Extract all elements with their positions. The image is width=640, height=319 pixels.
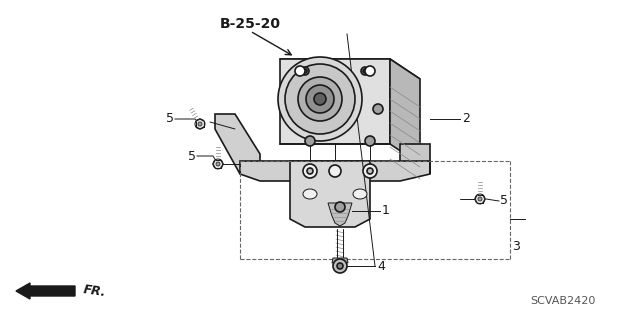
Text: SCVAB2420: SCVAB2420	[530, 296, 595, 306]
Text: 4: 4	[377, 259, 385, 272]
Polygon shape	[332, 258, 348, 263]
Polygon shape	[280, 59, 420, 79]
Circle shape	[198, 122, 202, 126]
Ellipse shape	[353, 189, 367, 199]
Text: 5: 5	[166, 113, 174, 125]
Circle shape	[478, 197, 482, 201]
Circle shape	[195, 119, 205, 129]
Circle shape	[301, 67, 309, 75]
Circle shape	[213, 159, 223, 169]
Text: FR.: FR.	[82, 283, 107, 299]
Circle shape	[307, 168, 313, 174]
Ellipse shape	[303, 189, 317, 199]
Circle shape	[365, 66, 375, 76]
Circle shape	[373, 104, 383, 114]
Circle shape	[363, 164, 377, 178]
FancyArrow shape	[16, 283, 75, 299]
Polygon shape	[215, 114, 260, 174]
Circle shape	[367, 168, 373, 174]
Polygon shape	[328, 203, 352, 226]
Circle shape	[335, 202, 345, 212]
Polygon shape	[290, 161, 370, 227]
Circle shape	[337, 263, 343, 269]
Circle shape	[363, 69, 367, 73]
Polygon shape	[390, 59, 420, 164]
Polygon shape	[400, 144, 430, 174]
Polygon shape	[240, 161, 430, 181]
Circle shape	[306, 85, 334, 113]
Circle shape	[298, 77, 342, 121]
Text: 5: 5	[500, 195, 508, 207]
Circle shape	[333, 259, 347, 273]
Text: 1: 1	[382, 204, 390, 218]
Circle shape	[216, 162, 220, 166]
Text: 2: 2	[462, 113, 470, 125]
Circle shape	[303, 164, 317, 178]
Circle shape	[278, 57, 362, 141]
Text: 5: 5	[188, 150, 196, 162]
Polygon shape	[280, 59, 390, 144]
Circle shape	[361, 67, 369, 75]
Circle shape	[475, 194, 485, 204]
Circle shape	[295, 66, 305, 76]
Circle shape	[305, 136, 315, 146]
Circle shape	[365, 136, 375, 146]
Circle shape	[303, 69, 307, 73]
Circle shape	[329, 165, 341, 177]
Circle shape	[314, 93, 326, 105]
Text: B-25-20: B-25-20	[220, 17, 281, 31]
Text: 3: 3	[512, 241, 520, 254]
Circle shape	[285, 64, 355, 134]
